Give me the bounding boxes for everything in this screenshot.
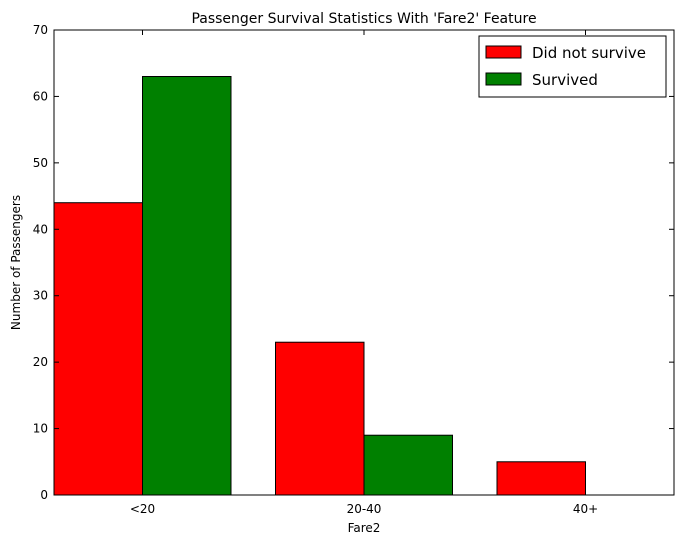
legend-label-did-not-survive: Did not survive bbox=[532, 44, 646, 62]
x-axis-label: Fare2 bbox=[348, 521, 381, 535]
plot-frame bbox=[53, 29, 675, 496]
bar-survived-lt20 bbox=[142, 76, 232, 496]
y-tick-label-30: 30 bbox=[33, 289, 48, 303]
y-tick-label-0: 0 bbox=[40, 488, 48, 502]
y-tick-label-20: 20 bbox=[33, 355, 48, 369]
bar-did-not-survive-20-40 bbox=[275, 341, 365, 496]
legend-label-survived: Survived bbox=[532, 71, 598, 89]
x-tick-label-20-40: 20-40 bbox=[347, 502, 382, 516]
x-tick-label-lt20: <20 bbox=[130, 502, 155, 516]
legend: Did not survive Survived bbox=[478, 35, 667, 98]
y-tick-label-10: 10 bbox=[33, 422, 48, 436]
bars-group bbox=[53, 76, 586, 496]
bar-did-not-survive-40 bbox=[496, 461, 586, 496]
ticks-group: 0 10 20 30 40 50 60 70 <20 20-40 40+ bbox=[33, 23, 674, 516]
chart-title: Passenger Survival Statistics With 'Fare… bbox=[191, 11, 536, 27]
y-tick-label-50: 50 bbox=[33, 156, 48, 170]
y-axis-label: Number of Passengers bbox=[9, 195, 23, 330]
y-tick-label-60: 60 bbox=[33, 89, 48, 103]
x-tick-label-40: 40+ bbox=[573, 502, 598, 516]
bar-did-not-survive-lt20 bbox=[53, 202, 143, 496]
y-tick-label-40: 40 bbox=[33, 222, 48, 236]
y-tick-label-70: 70 bbox=[33, 23, 48, 37]
legend-swatch-did-not-survive bbox=[485, 45, 522, 59]
legend-swatch-survived bbox=[485, 72, 522, 86]
bar-survived-20-40 bbox=[363, 434, 453, 496]
